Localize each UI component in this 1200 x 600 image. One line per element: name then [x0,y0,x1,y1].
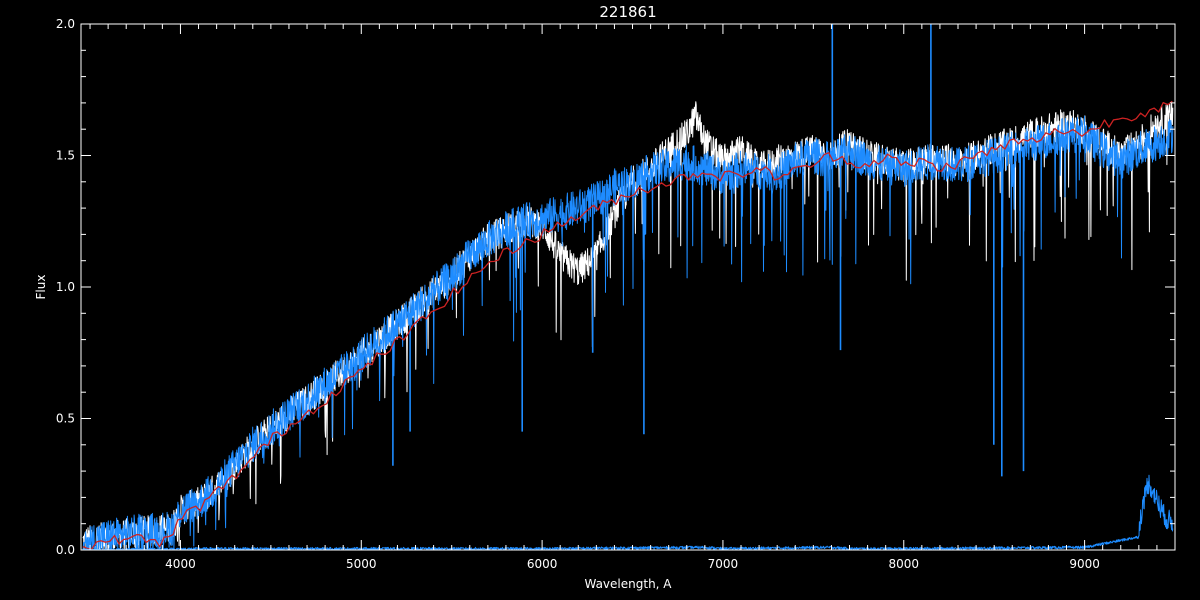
plot-series [82,24,1174,551]
x-tick-label: 4000 [165,557,196,571]
x-tick-label: 6000 [527,557,558,571]
x-tick-label: 9000 [1069,557,1100,571]
chart-title: 221861 [599,3,656,21]
x-tick-label: 7000 [708,557,739,571]
y-tick-label: 0.0 [56,543,75,557]
y-axis-label: Flux [34,275,48,300]
x-tick-label: 5000 [346,557,377,571]
y-tick-label: 2.0 [56,17,75,31]
x-axis-label: Wavelength, A [584,577,672,591]
y-tick-label: 0.5 [56,412,75,426]
series-model-line [82,100,1173,550]
y-tick-label: 1.5 [56,149,75,163]
y-tick-label: 1.0 [56,280,75,294]
x-axis-ticks: 4000 5000 6000 7000 8000 9000 [89,24,1176,571]
x-tick-label: 8000 [888,557,919,571]
series-error-line [82,474,1174,551]
y-axis-ticks: 0.0 0.5 1.0 1.5 2.0 [56,17,1175,557]
